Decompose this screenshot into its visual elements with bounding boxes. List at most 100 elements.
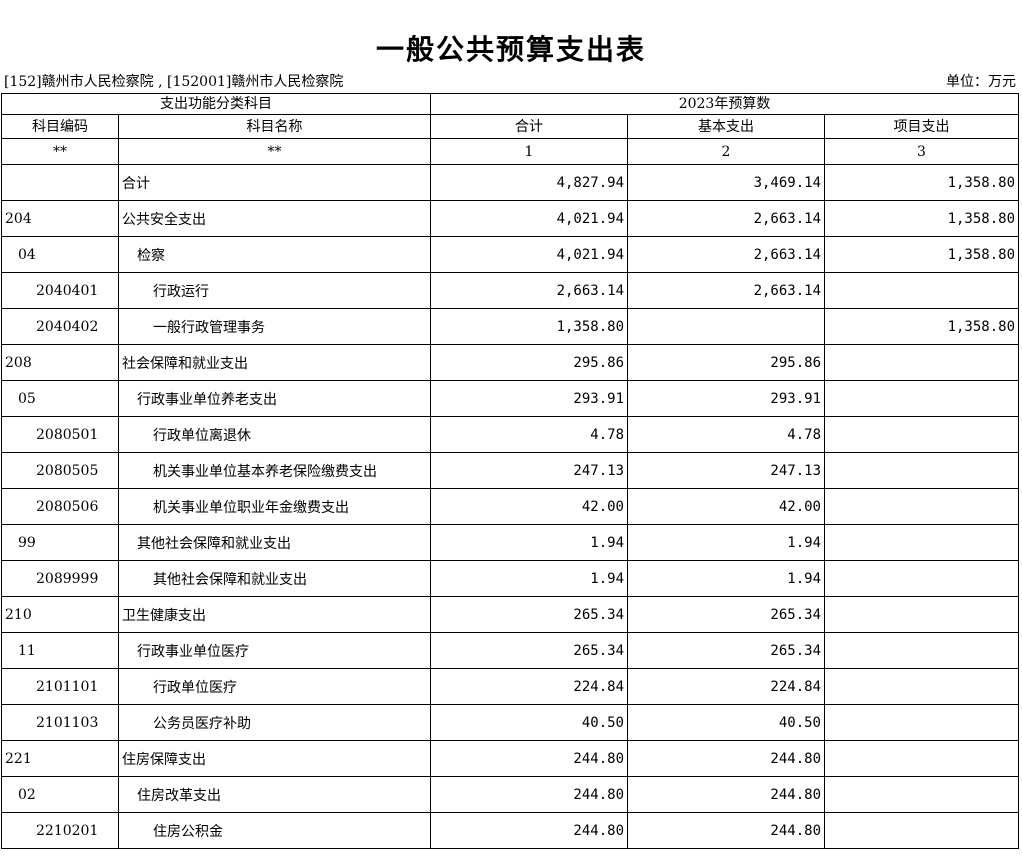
header-basic-expenditure: 基本支出 — [627, 114, 825, 139]
row-name-cell: 住房保障支出 — [118, 740, 431, 777]
row-name-cell: 其他社会保障和就业支出 — [118, 560, 431, 597]
row-total-cell: 4,021.94 — [430, 200, 628, 237]
row-total-cell: 224.84 — [430, 668, 628, 705]
row-project-cell — [823, 632, 1020, 669]
row-name-cell: 一般行政管理事务 — [118, 308, 431, 345]
row-name-cell: 行政单位医疗 — [118, 668, 431, 705]
row-project-cell — [823, 488, 1020, 525]
expenditure-table: 支出功能分类科目 2023年预算数 科目编码 科目名称 合计 基本支出 项目支出… — [1, 93, 1020, 849]
row-project-cell — [823, 776, 1020, 813]
row-code-cell: 2040401 — [1, 272, 119, 309]
row-basic-cell: 2,663.14 — [627, 200, 825, 237]
row-project-cell — [823, 668, 1020, 705]
row-name-cell: 机关事业单位职业年金缴费支出 — [118, 488, 431, 525]
row-basic-cell: 293.91 — [627, 380, 825, 417]
row-basic-cell: 295.86 — [627, 344, 825, 381]
row-total-cell: 244.80 — [430, 740, 628, 777]
row-basic-cell: 2,663.14 — [627, 272, 825, 309]
row-basic-cell: 1.94 — [627, 560, 825, 597]
row-basic-cell: 265.34 — [627, 632, 825, 669]
row-code-cell: 2101103 — [1, 704, 119, 741]
row-project-cell — [823, 812, 1020, 849]
header-row-index: ** ** 1 2 3 — [1, 138, 1020, 165]
row-code-cell: 2080505 — [1, 452, 119, 489]
table-row: 04 检察 4,021.94 2,663.14 1,358.80 — [1, 236, 1020, 273]
row-total-cell: 4.78 — [430, 416, 628, 453]
row-total-cell: 1.94 — [430, 524, 628, 561]
row-total-cell: 1.94 — [430, 560, 628, 597]
row-name-cell: 行政运行 — [118, 272, 431, 309]
table-row: 02 住房改革支出 244.80 244.80 — [1, 776, 1020, 813]
row-project-cell — [823, 740, 1020, 777]
table-row: 2089999 其他社会保障和就业支出 1.94 1.94 — [1, 560, 1020, 597]
table-row: 2101103 公务员医疗补助 40.50 40.50 — [1, 704, 1020, 741]
row-basic-cell: 265.34 — [627, 596, 825, 633]
table-row: 05 行政事业单位养老支出 293.91 293.91 — [1, 380, 1020, 417]
row-basic-cell: 244.80 — [627, 776, 825, 813]
row-basic-cell: 1.94 — [627, 524, 825, 561]
row-name-cell: 卫生健康支出 — [118, 596, 431, 633]
row-code-cell: 02 — [1, 776, 119, 813]
row-basic-cell: 224.84 — [627, 668, 825, 705]
row-project-cell — [823, 380, 1020, 417]
row-total-cell: 265.34 — [430, 632, 628, 669]
row-code-cell: 2040402 — [1, 308, 119, 345]
row-total-cell: 4,827.94 — [430, 164, 628, 201]
row-total-cell: 1,358.80 — [430, 308, 628, 345]
page-title: 一般公共预算支出表 — [375, 33, 646, 66]
row-name-cell: 行政事业单位养老支出 — [118, 380, 431, 417]
row-basic-cell: 244.80 — [627, 740, 825, 777]
row-code-cell: 05 — [1, 380, 119, 417]
row-code-cell: 2080501 — [1, 416, 119, 453]
header-project-expenditure: 项目支出 — [823, 114, 1020, 139]
index-code: ** — [1, 138, 119, 165]
row-total-cell: 42.00 — [430, 488, 628, 525]
row-total-cell: 4,021.94 — [430, 236, 628, 273]
row-total-cell: 244.80 — [430, 776, 628, 813]
header-row-columns: 科目编码 科目名称 合计 基本支出 项目支出 — [1, 114, 1020, 139]
row-project-cell: 1,358.80 — [823, 236, 1020, 273]
table-row: 合计 4,827.94 3,469.14 1,358.80 — [1, 164, 1020, 201]
header-group-budget-2023: 2023年预算数 — [429, 93, 1020, 115]
row-project-cell: 1,358.80 — [823, 164, 1020, 201]
row-project-cell: 1,358.80 — [823, 200, 1020, 237]
row-code-cell: 04 — [1, 236, 119, 273]
table-row: 2080501 行政单位离退休 4.78 4.78 — [1, 416, 1020, 453]
table-row: 2080505 机关事业单位基本养老保险缴费支出 247.13 247.13 — [1, 452, 1020, 489]
row-basic-cell: 244.80 — [627, 812, 825, 849]
row-name-cell: 行政事业单位医疗 — [118, 632, 431, 669]
index-basic: 2 — [627, 138, 825, 165]
row-project-cell — [823, 524, 1020, 561]
row-name-cell: 行政单位离退休 — [118, 416, 431, 453]
row-name-cell: 合计 — [118, 164, 431, 201]
table-row: 99 其他社会保障和就业支出 1.94 1.94 — [1, 524, 1020, 561]
row-name-cell: 机关事业单位基本养老保险缴费支出 — [118, 452, 431, 489]
header-total: 合计 — [430, 114, 628, 139]
row-basic-cell: 4.78 — [627, 416, 825, 453]
row-basic-cell: 3,469.14 — [627, 164, 825, 201]
row-project-cell: 1,358.80 — [823, 308, 1020, 345]
table-row: 210 卫生健康支出 265.34 265.34 — [1, 596, 1020, 633]
row-name-cell: 社会保障和就业支出 — [118, 344, 431, 381]
table-row: 2210201 住房公积金 244.80 244.80 — [1, 812, 1020, 849]
row-project-cell — [823, 596, 1020, 633]
header-group-functional-category: 支出功能分类科目 — [1, 93, 431, 115]
row-total-cell: 40.50 — [430, 704, 628, 741]
row-name-cell: 检察 — [118, 236, 431, 273]
table-row: 208 社会保障和就业支出 295.86 295.86 — [1, 344, 1020, 381]
row-code-cell: 11 — [1, 632, 119, 669]
row-total-cell: 265.34 — [430, 596, 628, 633]
table-row: 2040402 一般行政管理事务 1,358.80 1,358.80 — [1, 308, 1020, 345]
header-subject-name: 科目名称 — [118, 114, 431, 139]
row-code-cell — [1, 164, 119, 201]
organization-label: [152]赣州市人民检察院 , [152001]赣州市人民检察院 — [4, 74, 344, 90]
table-row: 2040401 行政运行 2,663.14 2,663.14 — [1, 272, 1020, 309]
table-row: 2080506 机关事业单位职业年金缴费支出 42.00 42.00 — [1, 488, 1020, 525]
table-row: 204 公共安全支出 4,021.94 2,663.14 1,358.80 — [1, 200, 1020, 237]
row-code-cell: 208 — [1, 344, 119, 381]
row-code-cell: 204 — [1, 200, 119, 237]
row-total-cell: 244.80 — [430, 812, 628, 849]
row-name-cell: 公务员医疗补助 — [118, 704, 431, 741]
row-total-cell: 295.86 — [430, 344, 628, 381]
header-subject-code: 科目编码 — [1, 114, 119, 139]
